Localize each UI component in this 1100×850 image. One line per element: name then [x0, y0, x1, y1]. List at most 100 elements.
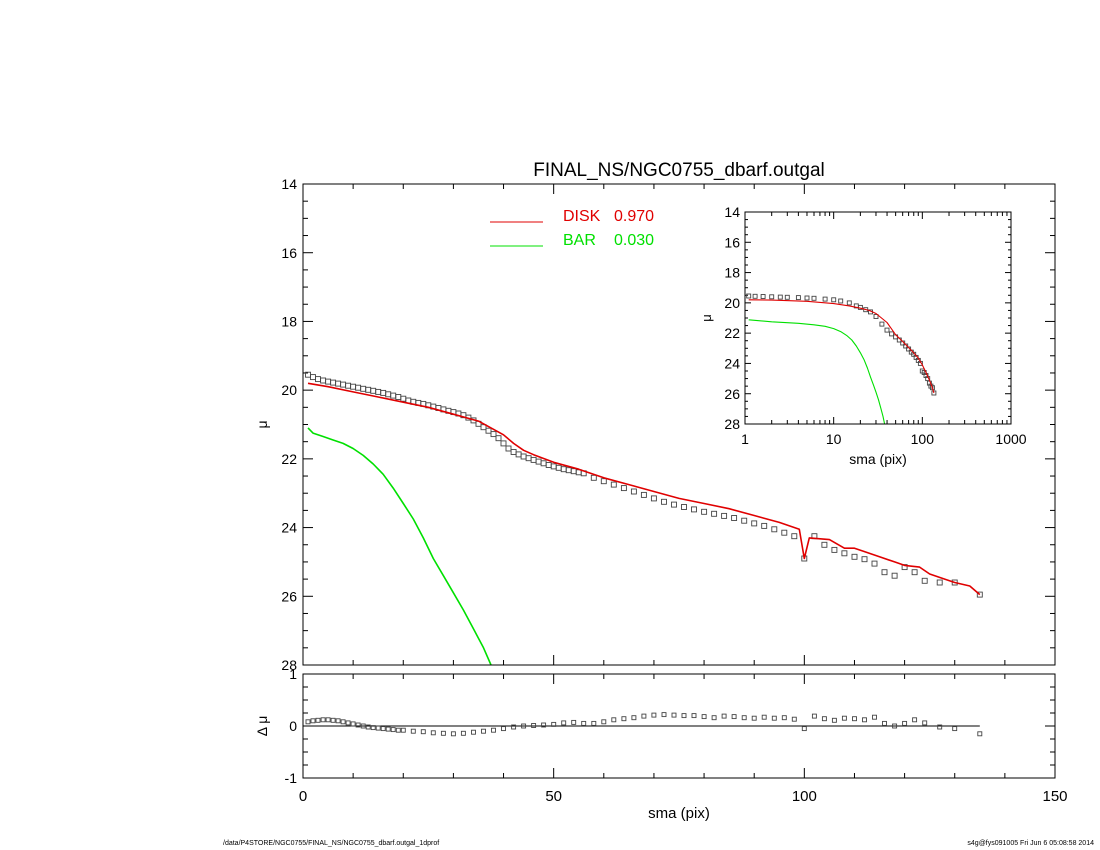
residual-point — [355, 722, 361, 728]
residual-frame — [302, 673, 1056, 779]
data-point — [821, 541, 828, 548]
residual-point — [912, 717, 918, 723]
data-point — [560, 466, 567, 473]
residual-point — [761, 714, 767, 720]
inset-ytick-label: 14 — [724, 204, 740, 220]
data-point — [791, 533, 798, 540]
residual-point — [380, 726, 386, 732]
residual-point — [340, 719, 346, 725]
residual-point — [631, 715, 637, 721]
inset-data-point — [760, 294, 766, 299]
data-point — [691, 506, 697, 513]
residual-point — [691, 713, 697, 719]
data-point — [485, 427, 492, 434]
data-point — [530, 456, 537, 463]
data-point — [620, 485, 627, 492]
data-point — [545, 462, 552, 468]
inset-data-point — [784, 294, 790, 300]
residual-point — [711, 715, 717, 721]
data-point — [661, 498, 667, 505]
main-ytick-label: 20 — [281, 382, 297, 398]
data-point — [891, 572, 898, 579]
data-point — [871, 560, 878, 567]
x-tick-label: 150 — [1042, 788, 1067, 805]
data-point — [881, 569, 888, 576]
inset-data-point — [838, 298, 844, 304]
data-point — [751, 520, 758, 527]
main-ytick-label: 16 — [281, 245, 297, 261]
residual-point — [681, 713, 687, 719]
data-point — [520, 453, 527, 460]
data-point — [355, 384, 362, 391]
legend-label-disk: DISK — [563, 208, 601, 225]
inset-data-point — [752, 293, 758, 299]
x-tick-label: 100 — [792, 788, 817, 805]
residual-point — [937, 724, 943, 730]
data-point — [525, 455, 532, 462]
inset-data-point — [873, 314, 879, 319]
data-point — [731, 515, 738, 521]
data-point — [721, 512, 728, 519]
residual-point — [811, 713, 817, 719]
data-point — [600, 478, 607, 485]
residual-point — [330, 717, 336, 723]
inset-data-point — [746, 293, 752, 299]
inset-data-point — [846, 300, 852, 306]
residual-point — [471, 729, 476, 735]
residual-point — [430, 730, 436, 736]
residual-point — [350, 721, 356, 727]
residual-point — [521, 723, 527, 729]
inset-data-point — [777, 294, 783, 300]
residual-point — [872, 714, 877, 720]
main-frame — [302, 183, 1056, 666]
data-point — [640, 491, 647, 498]
residual-point — [360, 723, 366, 729]
residual-point — [892, 723, 898, 729]
data-point — [325, 378, 332, 385]
x-axis-label: sma (pix) — [648, 805, 710, 822]
residual-point — [791, 716, 797, 722]
residual-point — [922, 720, 928, 726]
residual-point — [751, 715, 757, 721]
inset-ytick-label: 24 — [724, 355, 740, 371]
residual-point — [801, 726, 807, 732]
inset-plot-area — [746, 293, 937, 424]
data-point — [400, 395, 407, 402]
inset-ytick-label: 26 — [724, 386, 740, 402]
residual-point — [671, 712, 677, 718]
data-point — [550, 463, 557, 470]
residual-point — [621, 716, 627, 722]
residual-point — [365, 724, 371, 730]
residual-point — [561, 720, 567, 726]
inset-data-point — [831, 297, 837, 303]
residual-point — [902, 720, 908, 726]
residual-point — [511, 724, 517, 730]
legend-value-bar: 0.030 — [614, 232, 654, 249]
residual-point — [325, 717, 331, 723]
residual-ytick-label: 1 — [289, 666, 297, 682]
inset-data-point — [822, 296, 828, 302]
residual-point — [335, 718, 341, 724]
chart-title: FINAL_NS/NGC0755_dbarf.outgal — [533, 160, 825, 181]
data-point — [500, 440, 507, 447]
inset-frame — [744, 211, 1012, 425]
disk-model-line — [307, 382, 981, 596]
main-chart: FINAL_NS/NGC0755_dbarf.outgal 14 16 18 20 22 2… — [254, 160, 1056, 673]
inset-ytick-label: 20 — [724, 295, 740, 311]
residual-point — [375, 725, 381, 731]
footer-file-path: /data/P4STORE/NGC0755/FINAL_NS/NGC0755_d… — [223, 840, 440, 847]
residual-point — [591, 720, 597, 726]
inset-data-point — [889, 331, 895, 337]
main-ytick-label: 22 — [281, 451, 297, 467]
inset-y-axis-label: μ — [699, 314, 714, 322]
data-point — [861, 556, 868, 563]
inset-x-axis-label: sma (pix) — [849, 451, 907, 467]
data-point — [681, 504, 687, 510]
residual-point — [977, 731, 983, 737]
residual-point — [385, 726, 391, 732]
data-point — [851, 553, 858, 560]
inset-data-point — [811, 295, 817, 301]
residual-point — [370, 725, 376, 731]
residual-point — [400, 727, 406, 733]
data-point — [711, 510, 718, 517]
